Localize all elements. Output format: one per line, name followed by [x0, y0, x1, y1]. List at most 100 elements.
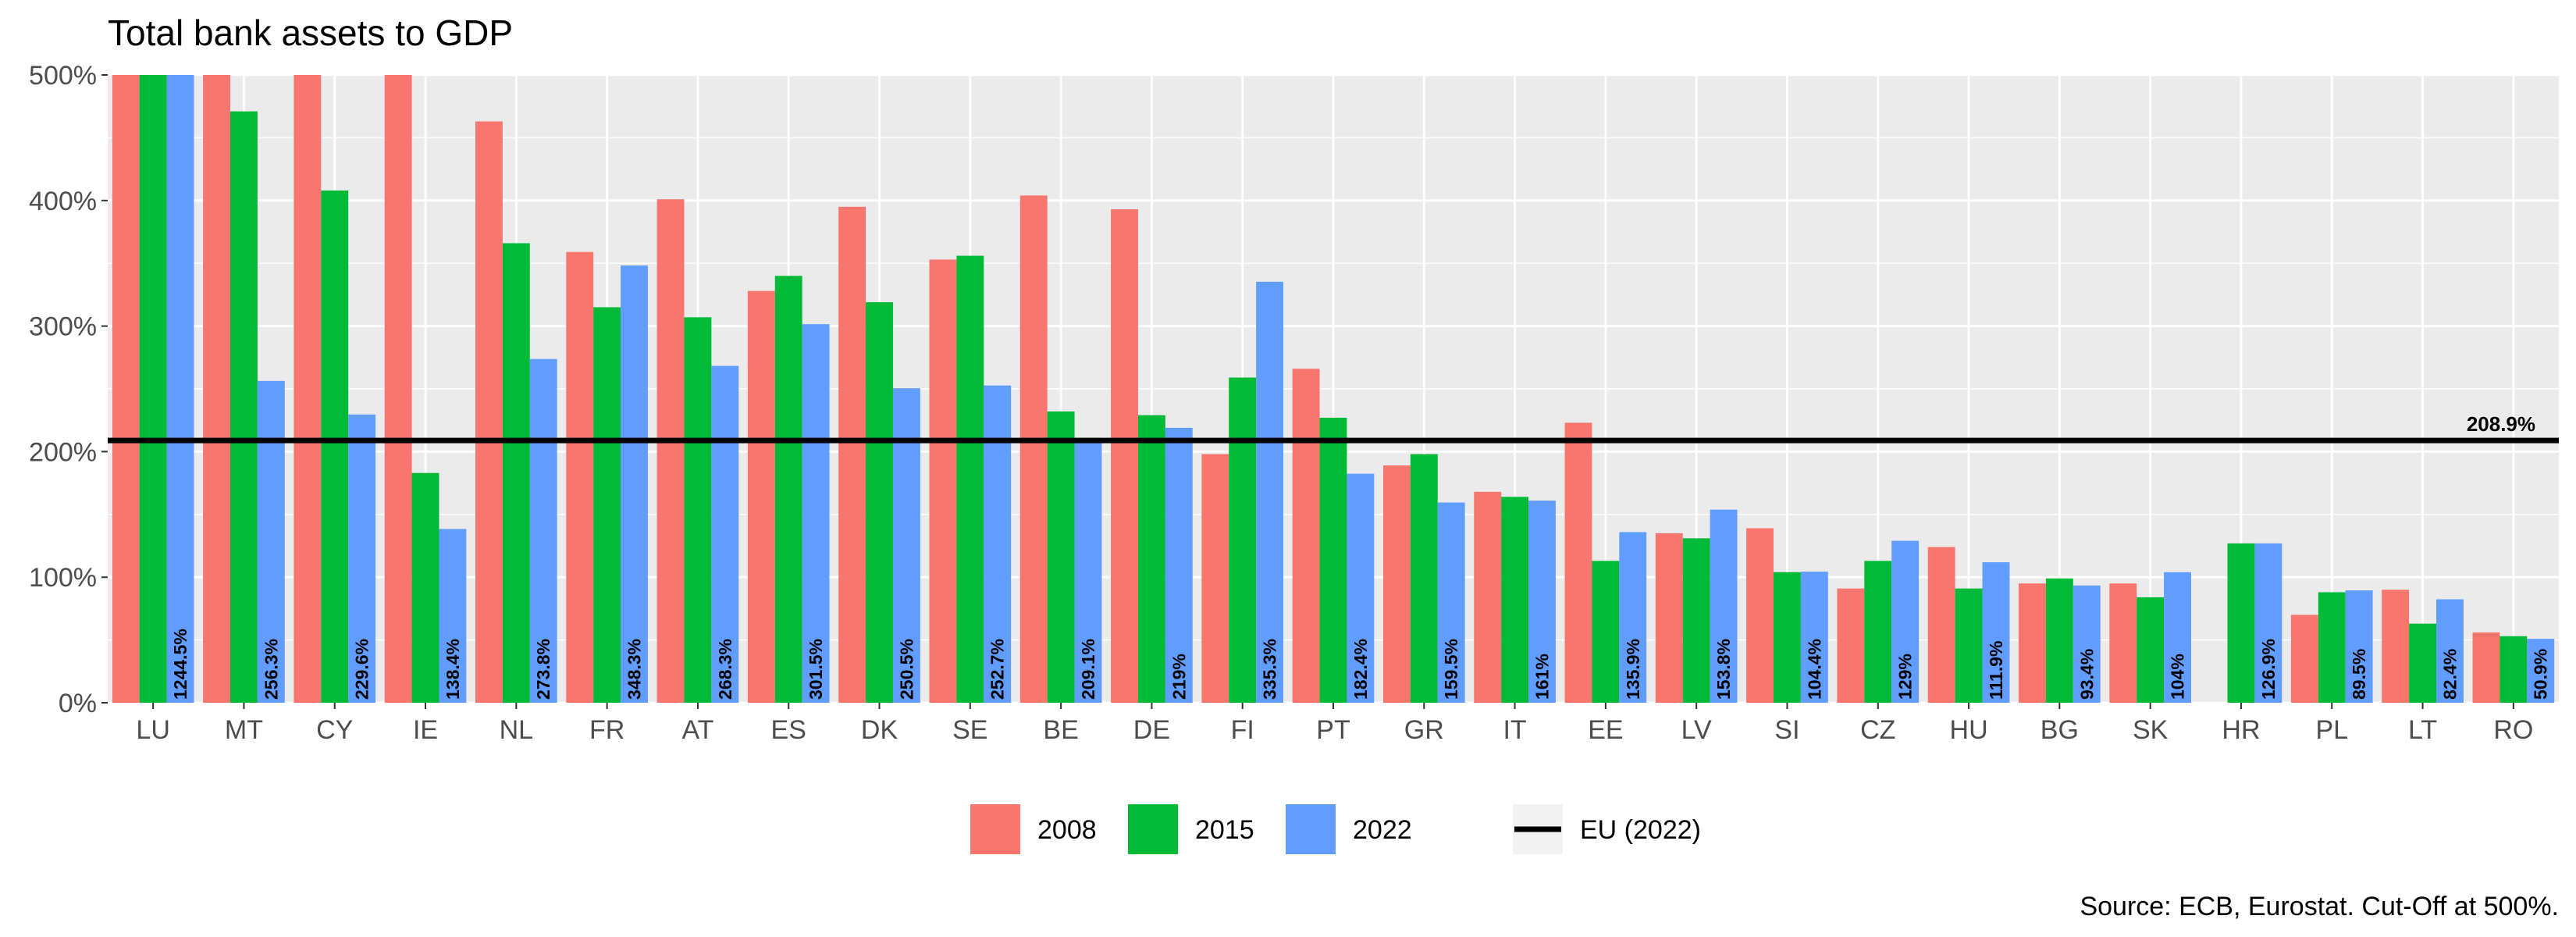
bar-2022-CY: [348, 414, 376, 703]
bar-value-label: 50.9%: [2531, 649, 2551, 700]
bar-2008-BE: [1019, 195, 1048, 704]
x-tick-label: ES: [771, 715, 806, 745]
bar-2022-BG: [2073, 585, 2101, 703]
bar-2008-LV: [1655, 533, 1683, 703]
bar-2022-ES: [802, 324, 830, 703]
bar-2022-NL: [529, 358, 557, 703]
x-tick-label: LU: [136, 715, 169, 745]
bar-value-label: 252.7%: [987, 639, 1008, 700]
x-tick-label: HU: [1950, 715, 1988, 745]
bar-2008-CY: [294, 75, 322, 703]
bar-2015-SE: [956, 255, 984, 703]
bar-2008-EE: [1564, 422, 1592, 703]
bar-2015-IE: [411, 472, 439, 703]
bar-2015-GR: [1410, 454, 1438, 703]
bar-value-label: 335.3%: [1260, 639, 1280, 700]
bar-2015-PT: [1319, 417, 1347, 703]
bar-2015-ES: [774, 276, 802, 703]
y-tick-label: 200%: [29, 437, 97, 467]
bar-2015-SK: [2137, 597, 2165, 703]
bar-2015-SI: [1774, 572, 1801, 703]
bar-2008-FR: [566, 251, 594, 703]
bar-2008-HU: [1927, 547, 1955, 703]
x-tick-label: CY: [316, 715, 353, 745]
bar-value-label: 93.4%: [2076, 649, 2097, 700]
legend-label-2022: 2022: [1353, 815, 1412, 845]
bar-2022-IE: [439, 529, 467, 703]
y-tick-label: 300%: [29, 312, 97, 342]
bar-2022-IT: [1528, 501, 1556, 703]
x-tick-label: BG: [2041, 715, 2079, 745]
chart-caption: Source: ECB, Eurostat. Cut-Off at 500%.: [2080, 892, 2559, 921]
bar-2015-BE: [1047, 411, 1075, 703]
x-tick-label: MT: [225, 715, 263, 745]
x-tick-label: AT: [681, 715, 713, 745]
bar-2008-BG: [2019, 583, 2046, 703]
bar-2022-CZ: [1891, 540, 1920, 703]
legend-swatch-2015: [1128, 804, 1178, 854]
bar-value-label: 256.3%: [261, 639, 281, 700]
bar-2008-ES: [747, 290, 775, 703]
bar-value-label: 301.5%: [806, 639, 826, 700]
x-tick-label: SI: [1774, 715, 1799, 745]
bar-2022-MT: [257, 380, 285, 703]
bar-2022-RO: [2527, 639, 2555, 703]
y-tick-label: 500%: [29, 61, 97, 91]
bar-2022-HU: [1982, 562, 2010, 703]
bar-2015-FI: [1229, 377, 1257, 703]
bar-2015-HU: [1955, 588, 1983, 703]
bar-2022-SK: [2164, 572, 2191, 703]
legend-label-2015: 2015: [1195, 815, 1254, 845]
bar-value-label: 229.6%: [352, 639, 372, 700]
bar-value-label: 268.3%: [715, 639, 735, 700]
bar-2008-MT: [203, 75, 230, 703]
bar-2015-MT: [230, 111, 258, 703]
bar-value-label: 135.9%: [1623, 639, 1643, 700]
bar-value-label: 348.3%: [624, 639, 645, 700]
bar-2015-HR: [2227, 543, 2255, 703]
bar-2008-LU: [112, 75, 140, 703]
x-tick-label: BE: [1043, 715, 1078, 745]
bar-2022-EE: [1619, 532, 1647, 703]
bar-2008-FI: [1201, 454, 1229, 703]
bar-value-label: 104%: [2168, 654, 2188, 700]
bar-value-label: 159.5%: [1441, 639, 1461, 700]
bar-2015-RO: [2500, 636, 2528, 703]
x-tick-label: IE: [413, 715, 438, 745]
bar-value-label: 89.5%: [2349, 649, 2369, 700]
legend-label-reference: EU (2022): [1580, 815, 1701, 845]
bar-2008-SI: [1746, 528, 1774, 703]
x-tick-label: DK: [861, 715, 898, 745]
bar-2015-BG: [2045, 578, 2073, 703]
bar-2022-SI: [1800, 572, 1828, 703]
bar-2008-CZ: [1837, 588, 1865, 703]
bar-2015-EE: [1592, 561, 1620, 703]
chart-title: Total bank assets to GDP: [108, 12, 513, 53]
x-tick-label: LV: [1681, 715, 1712, 745]
x-tick-label: CZ: [1860, 715, 1895, 745]
bar-2022-FR: [621, 265, 648, 703]
bar-2008-AT: [656, 199, 685, 703]
bar-2015-LT: [2409, 623, 2436, 703]
bar-value-label: 129%: [1895, 654, 1916, 700]
y-tick-label: 400%: [29, 187, 97, 216]
bar-2015-LU: [139, 75, 167, 703]
bar-value-label: 250.5%: [896, 639, 916, 700]
bar-value-label: 82.4%: [2439, 649, 2460, 700]
bar-2008-NL: [475, 121, 503, 704]
bar-2022-PT: [1347, 473, 1375, 703]
legend-swatch-2008: [970, 804, 1020, 854]
x-tick-label: IT: [1503, 715, 1526, 745]
reference-line-label: 208.9%: [2467, 412, 2535, 436]
bar-2015-AT: [684, 317, 712, 703]
bar-value-label: 104.4%: [1804, 639, 1824, 700]
bar-value-label: 273.8%: [533, 639, 553, 700]
bar-2022-LV: [1710, 509, 1738, 703]
bar-value-label: 209.1%: [1078, 639, 1098, 700]
bar-value-label: 138.4%: [443, 639, 463, 700]
bar-2008-SK: [2109, 583, 2137, 703]
bar-2008-IE: [384, 75, 412, 703]
bar-2022-PL: [2345, 590, 2373, 703]
